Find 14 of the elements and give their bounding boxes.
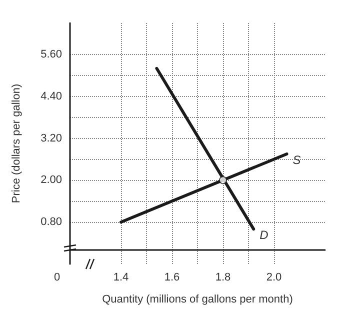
y-tick-label: 5.60 [40, 48, 62, 60]
x-tick-label: 1.4 [113, 272, 129, 284]
x-tick-label: 2.0 [266, 272, 282, 284]
x-axis-title: Quantity (millions of gallons per month) [102, 294, 293, 306]
y-tick-label: 4.40 [40, 90, 62, 102]
y-axis-title: Price (dollars per gallon) [10, 84, 22, 204]
y-tick-label: 3.20 [40, 132, 62, 144]
x-tick-label: 1.6 [164, 272, 180, 284]
series-label: D [260, 228, 269, 242]
y-tick-label: 2.00 [40, 174, 62, 186]
y-tick-label: 0.80 [40, 216, 62, 228]
x-tick-label: 1.8 [215, 272, 231, 284]
series-label: S [292, 152, 301, 167]
text: 0 [54, 272, 60, 284]
